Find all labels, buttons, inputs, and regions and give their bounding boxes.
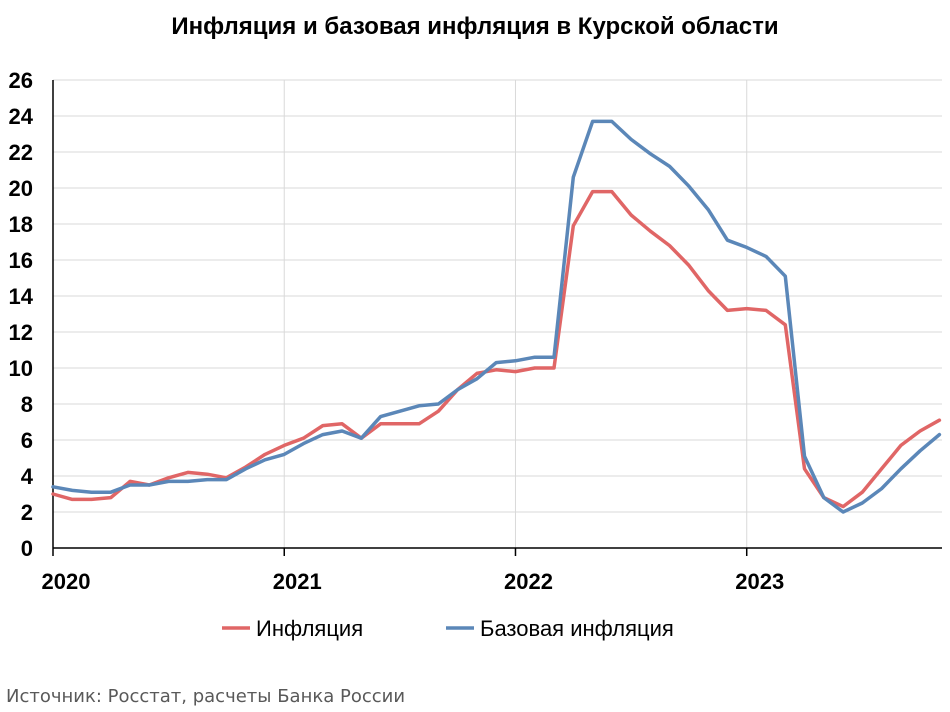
y-tick-label: 26 xyxy=(9,68,33,93)
y-tick-label: 10 xyxy=(9,356,33,381)
y-tick-label: 6 xyxy=(21,428,33,453)
y-tick-label: 4 xyxy=(21,464,34,489)
y-tick-label: 14 xyxy=(9,284,34,309)
y-tick-label: 0 xyxy=(21,536,33,561)
y-tick-label: 24 xyxy=(9,104,34,129)
y-tick-label: 20 xyxy=(9,176,33,201)
legend-label-inflation: Инфляция xyxy=(256,616,363,641)
x-tick-label: 2021 xyxy=(273,569,322,594)
x-tick-label: 2023 xyxy=(735,569,784,594)
axes xyxy=(52,80,942,556)
y-tick-label: 2 xyxy=(21,500,33,525)
series-line-inflation xyxy=(51,189,942,509)
x-tick-label: 2020 xyxy=(42,569,91,594)
legend: Инфляция Базовая инфляция xyxy=(222,616,674,641)
y-tick-label: 8 xyxy=(21,392,33,417)
legend-label-core-inflation: Базовая инфляция xyxy=(480,616,674,641)
source-note: Источник: Росстат, расчеты Банка России xyxy=(6,686,405,707)
x-tick-label: 2022 xyxy=(504,569,553,594)
series-line-core-inflation xyxy=(51,119,942,514)
y-tick-label: 16 xyxy=(9,248,33,273)
chart-title: Инфляция и базовая инфляция в Курской об… xyxy=(171,13,778,40)
x-tick-labels: 2020 2021 2022 2023 xyxy=(42,569,785,594)
series-lines xyxy=(51,119,942,514)
grid xyxy=(52,79,942,549)
y-tick-label: 18 xyxy=(9,212,33,237)
y-tick-label: 12 xyxy=(9,320,33,345)
y-tick-label: 22 xyxy=(9,140,33,165)
